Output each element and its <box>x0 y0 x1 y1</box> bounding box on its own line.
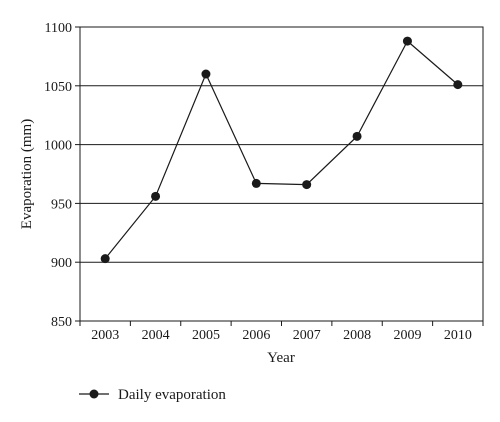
gridlines <box>80 85 483 263</box>
data-point <box>201 69 211 79</box>
data-point <box>302 180 312 190</box>
legend: Daily evaporation <box>79 387 226 403</box>
x-tick-label: 2004 <box>142 328 170 343</box>
x-tick-label: 2008 <box>343 328 371 343</box>
data-point <box>352 131 362 141</box>
data-point <box>402 36 412 46</box>
data-point <box>251 178 261 188</box>
data-point <box>453 80 463 90</box>
x-axis-label: Year <box>267 350 295 366</box>
plot-area <box>79 26 484 322</box>
y-tick-label: 850 <box>51 315 72 330</box>
y-tick-label: 1100 <box>45 21 72 36</box>
data-point <box>100 254 110 264</box>
x-tick-label: 2010 <box>444 328 472 343</box>
series-line <box>104 40 459 260</box>
y-tick-label: 900 <box>51 256 72 271</box>
legend-marker <box>89 389 99 399</box>
y-axis-ticks: 850 900 950 1000 1050 1100 <box>44 21 80 330</box>
data-point <box>151 191 161 201</box>
legend-label: Daily evaporation <box>118 387 226 403</box>
y-tick-label: 1050 <box>44 80 72 95</box>
x-tick-label: 2007 <box>293 328 321 343</box>
x-tick-label: 2006 <box>242 328 270 343</box>
x-tick-label: 2003 <box>91 328 119 343</box>
x-axis-ticks: 2003 2004 2005 2006 2007 2008 2009 2010 <box>79 321 484 343</box>
y-tick-label: 950 <box>51 197 72 212</box>
x-tick-label: 2009 <box>393 328 421 343</box>
y-tick-label: 1000 <box>44 139 72 154</box>
y-axis-label: Evaporation (mm) <box>19 119 35 229</box>
x-tick-label: 2005 <box>192 328 220 343</box>
series-layer <box>100 36 463 264</box>
